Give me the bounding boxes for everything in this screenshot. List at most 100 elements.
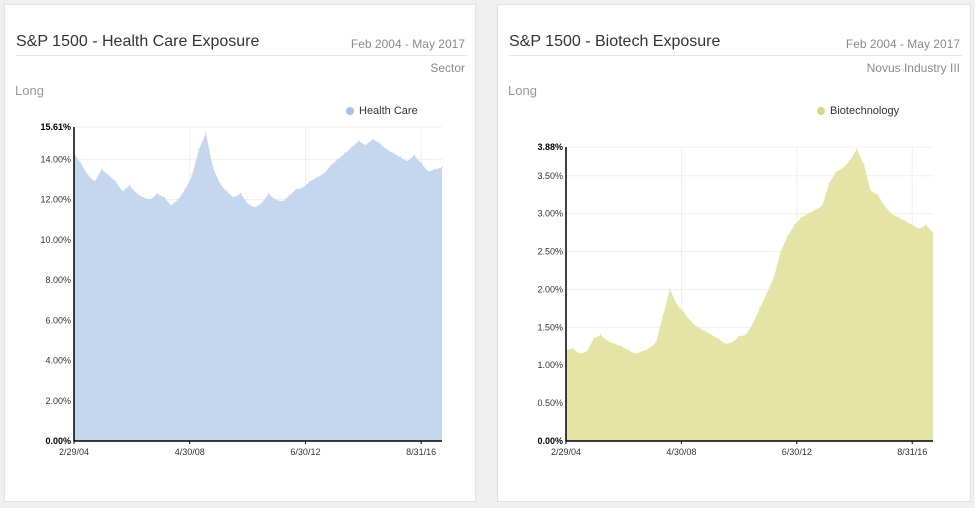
data-point [87, 174, 89, 177]
data-point [890, 212, 893, 215]
data-point [302, 186, 304, 189]
data-point [156, 192, 159, 195]
data-point [828, 182, 830, 185]
data-point [897, 216, 900, 219]
data-point [149, 198, 152, 201]
data-point [862, 163, 865, 166]
date-range: Feb 2004 - May 2017 [845, 37, 960, 51]
data-point [219, 182, 221, 185]
chart-title: S&P 1500 - Biotech Exposure [509, 33, 721, 50]
data-point [731, 341, 733, 344]
data-point [253, 206, 256, 209]
data-point [592, 337, 595, 340]
x-tick-label: 2/29/04 [551, 447, 581, 457]
legend-label: Health Care [359, 105, 418, 117]
data-point [745, 334, 747, 336]
data-point [821, 205, 824, 207]
data-point [323, 172, 325, 175]
legend-marker [346, 107, 354, 115]
data-point [849, 159, 851, 162]
data-point [766, 292, 768, 295]
data-point [399, 156, 402, 159]
data-point [420, 162, 422, 165]
x-tick-label: 6/30/12 [290, 447, 320, 457]
data-point [246, 202, 249, 205]
data-point [669, 288, 671, 291]
data-point [128, 184, 131, 187]
position-side-label: Long [508, 83, 537, 98]
y-tick-label: 2.00% [537, 284, 563, 294]
data-point [198, 148, 200, 151]
data-point [406, 160, 409, 163]
data-point [239, 192, 242, 195]
data-point [343, 152, 346, 155]
y-tick-label: 6.00% [45, 315, 71, 325]
data-point [717, 337, 720, 340]
data-point [274, 198, 277, 201]
y-tick-label: 15.61% [40, 122, 71, 132]
data-point [620, 345, 623, 348]
y-tick-label: 8.00% [45, 275, 71, 285]
data-point [807, 212, 810, 215]
legend[interactable]: Biotechnology [817, 105, 899, 117]
data-point [177, 198, 179, 201]
data-point [337, 158, 339, 161]
data-point [170, 204, 173, 207]
data-point [634, 353, 637, 355]
data-point [641, 350, 643, 353]
y-tick-label: 3.50% [537, 171, 563, 181]
data-point [814, 209, 817, 211]
legend[interactable]: Health Care [346, 105, 418, 117]
series-area-biotechnology[interactable] [566, 149, 933, 441]
data-point [107, 174, 110, 177]
legend-label: Biotechnology [830, 105, 900, 117]
data-point [281, 200, 284, 203]
data-point [627, 349, 630, 351]
data-point [212, 166, 214, 169]
x-tick-label: 6/30/12 [782, 447, 812, 457]
legend-marker [817, 107, 825, 115]
data-point [800, 216, 803, 219]
biotech-area-chart[interactable]: 0.00% 0.50% 1.00% 1.50% 2.00% 2.50% 3.00% 3.50%… [498, 5, 970, 501]
title-divider [509, 55, 962, 56]
data-point [309, 180, 311, 183]
data-point [779, 250, 782, 253]
y-tick-label: 4.00% [45, 356, 71, 366]
x-tick-label: 8/31/16 [897, 447, 927, 457]
data-point [772, 277, 775, 279]
data-point [350, 146, 353, 149]
health-care-area-chart[interactable]: 0.00% 2.00% 4.00% 6.00% 8.00% 10.00% 12.00% 14.… [5, 5, 475, 501]
y-tick-label: 3.00% [537, 209, 563, 219]
date-range: Feb 2004 - May 2017 [350, 37, 465, 51]
y-tick-label: 10.00% [40, 235, 71, 245]
data-point [911, 224, 914, 226]
data-point [94, 180, 96, 183]
data-point [585, 350, 588, 353]
data-point [80, 162, 82, 165]
data-point [330, 164, 332, 167]
data-point [904, 220, 907, 223]
data-point [232, 196, 235, 199]
data-point [662, 315, 664, 317]
data-point [599, 334, 602, 336]
x-tick-label: 4/30/08 [175, 447, 205, 457]
data-point [925, 224, 927, 226]
health-care-panel: S&P 1500 - Health Care Exposure Feb 2004… [4, 4, 476, 502]
data-point [786, 235, 789, 238]
chart-title: S&P 1500 - Health Care Exposure [16, 33, 260, 50]
data-point [225, 190, 228, 193]
data-point [696, 326, 699, 329]
biotech-panel: S&P 1500 - Biotech Exposure Feb 2004 - M… [497, 4, 971, 502]
data-point [267, 192, 270, 195]
data-point [434, 168, 436, 171]
data-point [835, 171, 837, 173]
data-point [114, 180, 117, 183]
data-point [932, 231, 934, 234]
y-tick-label: 0.00% [45, 436, 71, 446]
data-point [579, 353, 581, 355]
series-area-health-care[interactable] [74, 133, 442, 442]
data-point [856, 148, 858, 151]
data-point [205, 132, 207, 135]
data-point [100, 168, 103, 171]
classification-label: Novus Industry III [866, 61, 960, 75]
